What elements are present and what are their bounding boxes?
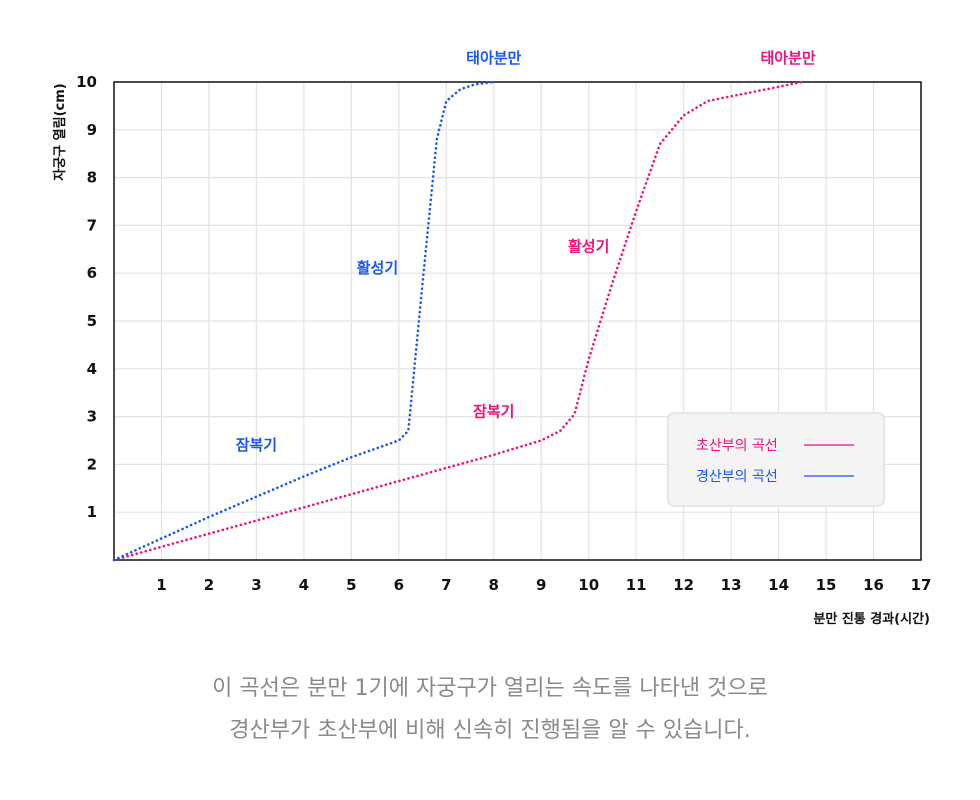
y-tick-label: 9 bbox=[87, 121, 97, 139]
y-tick-label: 7 bbox=[87, 216, 97, 234]
multipara-delivery-label: 태아분만 bbox=[466, 49, 521, 67]
y-tick-label: 4 bbox=[87, 360, 97, 378]
chart-caption: 이 곡선은 분만 1기에 자궁구가 열리는 속도를 나타낸 것으로 경산부가 초… bbox=[0, 668, 980, 752]
x-tick-label: 11 bbox=[626, 576, 647, 594]
x-tick-label: 4 bbox=[299, 576, 309, 594]
x-tick-label: 16 bbox=[863, 576, 884, 594]
y-tick-label: 2 bbox=[87, 455, 97, 473]
y-tick-label: 5 bbox=[87, 312, 97, 330]
legend-label-primipara: 초산부의 곡선 bbox=[696, 438, 778, 454]
x-tick-label: 3 bbox=[251, 576, 261, 594]
multipara-latent-label: 잠복기 bbox=[236, 436, 277, 454]
x-tick-label: 14 bbox=[768, 576, 789, 594]
x-tick-label: 5 bbox=[346, 576, 356, 594]
y-tick-label: 1 bbox=[87, 503, 97, 521]
x-tick-label: 8 bbox=[489, 576, 499, 594]
x-axis-title: 분만 진통 경과(시간) bbox=[813, 611, 930, 627]
x-tick-label: 6 bbox=[394, 576, 404, 594]
primipara-delivery-label: 태아분만 bbox=[760, 49, 815, 67]
legend-box bbox=[667, 412, 885, 507]
x-tick-label: 1 bbox=[156, 576, 166, 594]
x-tick-label: 15 bbox=[816, 576, 837, 594]
x-tick-label: 12 bbox=[673, 576, 694, 594]
x-tick-label: 17 bbox=[911, 576, 932, 594]
x-tick-label: 10 bbox=[578, 576, 599, 594]
y-tick-label: 3 bbox=[87, 408, 97, 426]
y-tick-label: 6 bbox=[87, 264, 97, 282]
primipara-curve bbox=[112, 80, 804, 562]
y-tick-label: 10 bbox=[76, 73, 97, 91]
multipara-active-label: 활성기 bbox=[357, 259, 398, 277]
x-tick-label: 13 bbox=[721, 576, 742, 594]
series-lines bbox=[112, 80, 804, 562]
legend-label-multipara: 경산부의 곡선 bbox=[696, 469, 778, 485]
plot-frame bbox=[113, 81, 922, 561]
primipara-active-label: 활성기 bbox=[568, 238, 609, 256]
x-tick-label: 9 bbox=[536, 576, 546, 594]
multipara-curve bbox=[112, 80, 496, 562]
caption-line-1: 이 곡선은 분만 1기에 자궁구가 열리는 속도를 나타낸 것으로 bbox=[212, 676, 768, 701]
legend: 초산부의 곡선 경산부의 곡선 bbox=[667, 412, 885, 507]
x-axis-ticks: 1 2 3 4 5 6 7 8 9 10 11 12 13 14 15 16 17 bbox=[156, 576, 931, 594]
y-axis-ticks: 1 2 3 4 5 6 7 8 9 10 bbox=[76, 73, 97, 521]
primipara-latent-label: 잠복기 bbox=[473, 403, 514, 421]
y-tick-label: 8 bbox=[87, 169, 97, 187]
caption-line-2: 경산부가 초산부에 비해 신속히 진행됨을 알 수 있습니다. bbox=[229, 718, 751, 743]
x-tick-label: 2 bbox=[204, 576, 214, 594]
x-tick-label: 7 bbox=[441, 576, 451, 594]
y-axis-title: 자궁구 열림(cm) bbox=[52, 83, 68, 180]
